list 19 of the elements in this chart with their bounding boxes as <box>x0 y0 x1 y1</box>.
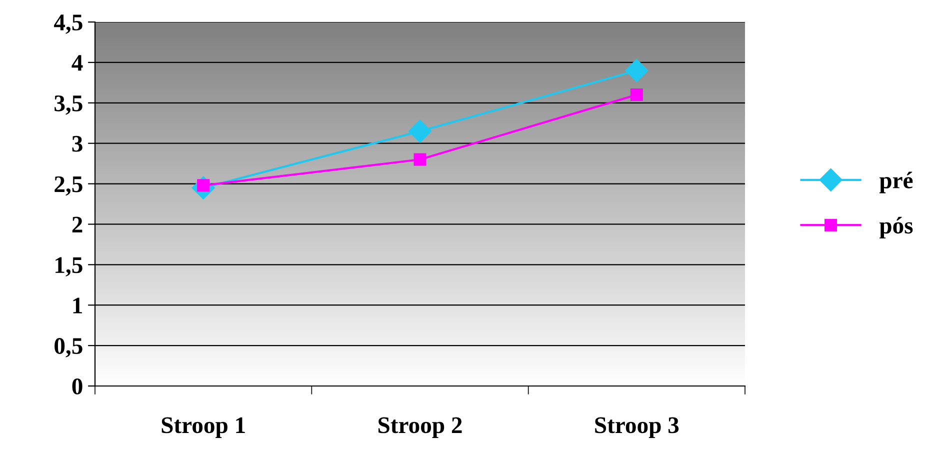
y-tick-label: 1 <box>73 298 82 314</box>
legend-label: pós <box>879 216 913 238</box>
y-tick-label: 0 <box>72 378 82 394</box>
y-tick-label: 4 <box>72 55 83 71</box>
point <box>625 59 648 82</box>
y-tick-label: 3,5 <box>54 95 82 115</box>
y-tick-label: 2 <box>72 216 82 232</box>
point <box>414 153 426 166</box>
point <box>408 120 432 143</box>
point <box>630 88 643 102</box>
y-tick-label: 0,5 <box>54 338 82 358</box>
y-tick-label: 4,5 <box>54 14 82 34</box>
y-tick-label: 1,5 <box>56 257 82 277</box>
x-tick-label: Stroop 1 <box>162 417 245 438</box>
x-tick-label: Stroop 3 <box>595 417 679 438</box>
legend-label: pré <box>879 172 913 194</box>
y-tick-label: 2,5 <box>54 176 82 196</box>
y-tick-label: 3 <box>72 136 82 152</box>
x-tick-label: Stroop 2 <box>378 417 462 438</box>
